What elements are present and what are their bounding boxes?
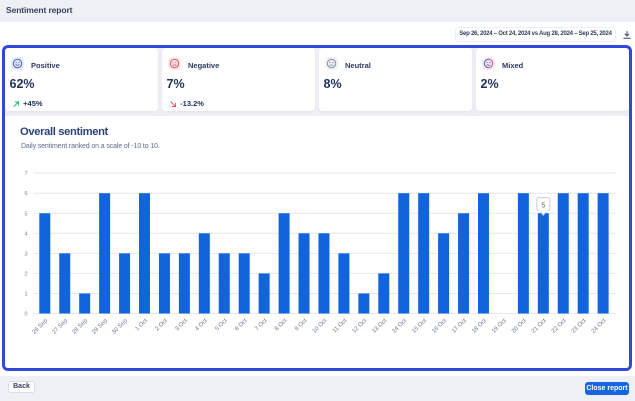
svg-text:17 Oct: 17 Oct [451,318,468,335]
svg-text:3 Oct: 3 Oct [174,318,189,333]
svg-text:7: 7 [24,171,27,177]
svg-text:16 Oct: 16 Oct [431,318,448,335]
svg-text:6 Oct: 6 Oct [234,318,249,333]
svg-text:4 Oct: 4 Oct [194,318,209,333]
svg-text:12 Oct: 12 Oct [352,318,369,335]
svg-text:8 Oct: 8 Oct [274,318,289,333]
svg-text:0: 0 [24,312,27,318]
svg-text:5: 5 [24,211,27,217]
svg-text:10 Oct: 10 Oct [312,318,329,335]
svg-text:3: 3 [24,251,27,257]
svg-text:9 Oct: 9 Oct [294,318,309,333]
svg-text:19 Oct: 19 Oct [491,318,508,335]
svg-text:20 Oct: 20 Oct [511,318,528,335]
svg-text:1 Oct: 1 Oct [135,318,150,333]
svg-text:23 Oct: 23 Oct [571,318,588,335]
svg-text:14 Oct: 14 Oct [391,318,408,335]
svg-text:29 Sep: 29 Sep [91,318,109,336]
svg-text:28 Sep: 28 Sep [71,318,89,336]
svg-text:4: 4 [24,231,27,237]
svg-text:18 Oct: 18 Oct [471,318,488,335]
svg-text:15 Oct: 15 Oct [411,318,428,335]
svg-text:13 Oct: 13 Oct [371,318,388,335]
svg-text:11 Oct: 11 Oct [332,318,349,335]
svg-text:30 Sep: 30 Sep [111,318,129,336]
svg-text:2 Oct: 2 Oct [154,318,169,333]
svg-text:2: 2 [24,271,27,277]
svg-text:27 Sep: 27 Sep [51,318,69,336]
svg-text:24 Oct: 24 Oct [591,318,608,335]
svg-text:22 Oct: 22 Oct [551,318,568,335]
svg-text:5 Oct: 5 Oct [214,318,229,333]
svg-text:26 Sep: 26 Sep [32,318,50,336]
svg-text:6: 6 [24,191,27,197]
svg-text:1: 1 [24,291,27,297]
svg-text:7 Oct: 7 Oct [254,318,269,333]
svg-text:21 Oct: 21 Oct [531,318,548,335]
svg-text:5: 5 [541,203,545,210]
